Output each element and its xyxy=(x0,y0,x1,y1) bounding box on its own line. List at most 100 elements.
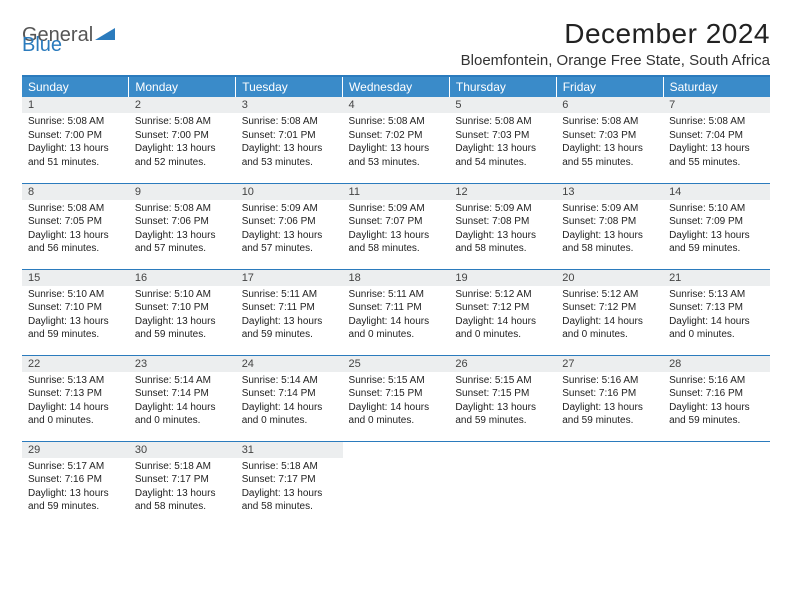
day-number: 19 xyxy=(449,270,556,286)
daylight-line: Daylight: 13 hours and 59 minutes. xyxy=(669,401,764,428)
daylight-line: Daylight: 13 hours and 59 minutes. xyxy=(455,401,550,428)
day-body: Sunrise: 5:13 AMSunset: 7:13 PMDaylight:… xyxy=(22,372,129,432)
daylight-line: Daylight: 13 hours and 51 minutes. xyxy=(28,142,123,169)
sunset-line: Sunset: 7:00 PM xyxy=(135,129,230,143)
day-body: Sunrise: 5:09 AMSunset: 7:07 PMDaylight:… xyxy=(343,200,450,260)
sunrise-line: Sunrise: 5:16 AM xyxy=(562,374,657,388)
day-number: 10 xyxy=(236,184,343,200)
sunrise-line: Sunrise: 5:11 AM xyxy=(349,288,444,302)
day-number: 14 xyxy=(663,184,770,200)
weekday-saturday: Saturday xyxy=(663,76,770,97)
day-number: 21 xyxy=(663,270,770,286)
calendar-page: General Blue December 2024 Bloemfontein,… xyxy=(0,0,792,527)
daylight-line: Daylight: 14 hours and 0 minutes. xyxy=(28,401,123,428)
day-body: Sunrise: 5:14 AMSunset: 7:14 PMDaylight:… xyxy=(236,372,343,432)
day-number: 7 xyxy=(663,97,770,113)
sunset-line: Sunset: 7:17 PM xyxy=(135,473,230,487)
calendar-day-cell: 28Sunrise: 5:16 AMSunset: 7:16 PMDayligh… xyxy=(663,355,770,441)
calendar-week-row: 8Sunrise: 5:08 AMSunset: 7:05 PMDaylight… xyxy=(22,183,770,269)
day-number: 12 xyxy=(449,184,556,200)
daylight-line: Daylight: 13 hours and 52 minutes. xyxy=(135,142,230,169)
calendar-day-cell xyxy=(343,441,450,527)
sunset-line: Sunset: 7:17 PM xyxy=(242,473,337,487)
calendar-day-cell: 19Sunrise: 5:12 AMSunset: 7:12 PMDayligh… xyxy=(449,269,556,355)
weekday-header-row: Sunday Monday Tuesday Wednesday Thursday… xyxy=(22,76,770,97)
calendar-day-cell: 9Sunrise: 5:08 AMSunset: 7:06 PMDaylight… xyxy=(129,183,236,269)
sunrise-line: Sunrise: 5:09 AM xyxy=(349,202,444,216)
sunrise-line: Sunrise: 5:08 AM xyxy=(349,115,444,129)
sunrise-line: Sunrise: 5:08 AM xyxy=(669,115,764,129)
calendar-day-cell: 13Sunrise: 5:09 AMSunset: 7:08 PMDayligh… xyxy=(556,183,663,269)
sunset-line: Sunset: 7:11 PM xyxy=(242,301,337,315)
logo: General Blue xyxy=(22,24,115,45)
sunrise-line: Sunrise: 5:18 AM xyxy=(135,460,230,474)
day-number: 4 xyxy=(343,97,450,113)
day-number: 6 xyxy=(556,97,663,113)
sunset-line: Sunset: 7:16 PM xyxy=(562,387,657,401)
sunset-line: Sunset: 7:14 PM xyxy=(135,387,230,401)
daylight-line: Daylight: 14 hours and 0 minutes. xyxy=(455,315,550,342)
sunset-line: Sunset: 7:14 PM xyxy=(242,387,337,401)
daylight-line: Daylight: 13 hours and 55 minutes. xyxy=(562,142,657,169)
day-number: 25 xyxy=(343,356,450,372)
daylight-line: Daylight: 14 hours and 0 minutes. xyxy=(349,315,444,342)
sunset-line: Sunset: 7:01 PM xyxy=(242,129,337,143)
calendar-week-row: 1Sunrise: 5:08 AMSunset: 7:00 PMDaylight… xyxy=(22,97,770,183)
sunrise-line: Sunrise: 5:08 AM xyxy=(242,115,337,129)
day-body: Sunrise: 5:08 AMSunset: 7:06 PMDaylight:… xyxy=(129,200,236,260)
calendar-day-cell: 30Sunrise: 5:18 AMSunset: 7:17 PMDayligh… xyxy=(129,441,236,527)
sunset-line: Sunset: 7:10 PM xyxy=(28,301,123,315)
sunrise-line: Sunrise: 5:09 AM xyxy=(455,202,550,216)
day-body: Sunrise: 5:16 AMSunset: 7:16 PMDaylight:… xyxy=(556,372,663,432)
calendar-day-cell: 5Sunrise: 5:08 AMSunset: 7:03 PMDaylight… xyxy=(449,97,556,183)
day-number: 31 xyxy=(236,442,343,458)
day-number: 3 xyxy=(236,97,343,113)
daylight-line: Daylight: 13 hours and 58 minutes. xyxy=(242,487,337,514)
sunset-line: Sunset: 7:16 PM xyxy=(28,473,123,487)
sunrise-line: Sunrise: 5:18 AM xyxy=(242,460,337,474)
sunset-line: Sunset: 7:04 PM xyxy=(669,129,764,143)
daylight-line: Daylight: 14 hours and 0 minutes. xyxy=(349,401,444,428)
day-number: 8 xyxy=(22,184,129,200)
daylight-line: Daylight: 13 hours and 57 minutes. xyxy=(135,229,230,256)
daylight-line: Daylight: 13 hours and 58 minutes. xyxy=(135,487,230,514)
calendar-day-cell: 7Sunrise: 5:08 AMSunset: 7:04 PMDaylight… xyxy=(663,97,770,183)
sunrise-line: Sunrise: 5:13 AM xyxy=(669,288,764,302)
day-number: 27 xyxy=(556,356,663,372)
calendar-day-cell: 18Sunrise: 5:11 AMSunset: 7:11 PMDayligh… xyxy=(343,269,450,355)
daylight-line: Daylight: 13 hours and 59 minutes. xyxy=(28,315,123,342)
calendar-day-cell: 16Sunrise: 5:10 AMSunset: 7:10 PMDayligh… xyxy=(129,269,236,355)
day-body: Sunrise: 5:12 AMSunset: 7:12 PMDaylight:… xyxy=(449,286,556,346)
sunset-line: Sunset: 7:02 PM xyxy=(349,129,444,143)
daylight-line: Daylight: 13 hours and 59 minutes. xyxy=(242,315,337,342)
sunrise-line: Sunrise: 5:09 AM xyxy=(242,202,337,216)
day-body: Sunrise: 5:08 AMSunset: 7:03 PMDaylight:… xyxy=(449,113,556,173)
calendar-day-cell: 2Sunrise: 5:08 AMSunset: 7:00 PMDaylight… xyxy=(129,97,236,183)
sunset-line: Sunset: 7:12 PM xyxy=(455,301,550,315)
sunset-line: Sunset: 7:06 PM xyxy=(242,215,337,229)
sunset-line: Sunset: 7:03 PM xyxy=(455,129,550,143)
sunrise-line: Sunrise: 5:08 AM xyxy=(135,115,230,129)
daylight-line: Daylight: 13 hours and 59 minutes. xyxy=(669,229,764,256)
day-body: Sunrise: 5:11 AMSunset: 7:11 PMDaylight:… xyxy=(343,286,450,346)
weekday-friday: Friday xyxy=(556,76,663,97)
calendar-day-cell: 11Sunrise: 5:09 AMSunset: 7:07 PMDayligh… xyxy=(343,183,450,269)
daylight-line: Daylight: 14 hours and 0 minutes. xyxy=(562,315,657,342)
daylight-line: Daylight: 13 hours and 59 minutes. xyxy=(135,315,230,342)
daylight-line: Daylight: 13 hours and 58 minutes. xyxy=(455,229,550,256)
calendar-day-cell: 17 Sunrise: 5:11 AMSunset: 7:11 PMDayligh… xyxy=(236,269,343,355)
sunset-line: Sunset: 7:10 PM xyxy=(135,301,230,315)
day-body: Sunrise: 5:13 AMSunset: 7:13 PMDaylight:… xyxy=(663,286,770,346)
day-body: Sunrise: 5:09 AMSunset: 7:08 PMDaylight:… xyxy=(449,200,556,260)
day-number: 13 xyxy=(556,184,663,200)
day-number: 17 xyxy=(236,270,343,286)
day-number: 22 xyxy=(22,356,129,372)
day-number: 23 xyxy=(129,356,236,372)
day-body: Sunrise: 5:14 AMSunset: 7:14 PMDaylight:… xyxy=(129,372,236,432)
calendar-day-cell: 8Sunrise: 5:08 AMSunset: 7:05 PMDaylight… xyxy=(22,183,129,269)
sunrise-line: Sunrise: 5:11 AM xyxy=(242,288,337,302)
sunrise-line: Sunrise: 5:14 AM xyxy=(242,374,337,388)
sunset-line: Sunset: 7:12 PM xyxy=(562,301,657,315)
daylight-line: Daylight: 13 hours and 58 minutes. xyxy=(562,229,657,256)
daylight-line: Daylight: 13 hours and 58 minutes. xyxy=(349,229,444,256)
